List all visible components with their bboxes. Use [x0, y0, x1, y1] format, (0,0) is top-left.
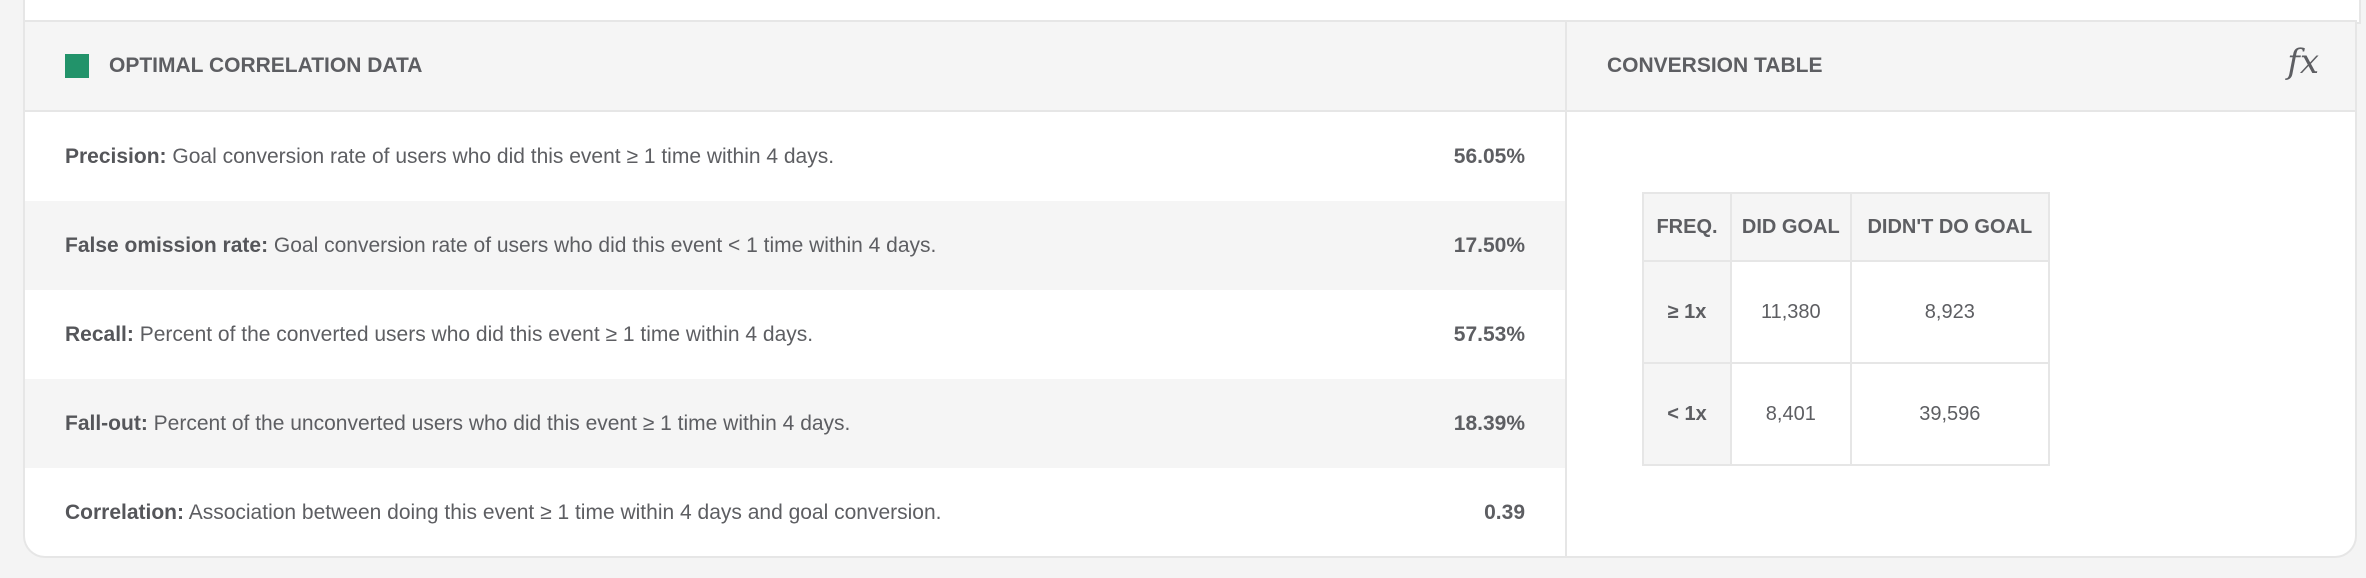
metric-row-recall: Recall: Percent of the converted users w… [25, 290, 1565, 379]
metric-description: Goal conversion rate of users who did th… [172, 144, 835, 168]
metric-row-precision: Precision: Goal conversion rate of users… [25, 112, 1565, 201]
column-header-freq: FREQ. [1642, 192, 1732, 262]
correlation-card: OPTIMAL CORRELATION DATA Precision: Goal… [23, 20, 2357, 558]
table-row: < 1x 8,401 39,596 [1642, 362, 2051, 466]
metric-value: 18.39% [1453, 411, 1525, 435]
freq-cell: < 1x [1642, 362, 1732, 466]
metric-description: Goal conversion rate of users who did th… [273, 233, 937, 257]
column-header-didnt-do-goal: DIDN'T DO GOAL [1849, 192, 2051, 262]
panel-title: CONVERSION TABLE [1607, 54, 1823, 77]
metrics-list: Precision: Goal conversion rate of users… [25, 112, 1565, 556]
metric-value: 0.39 [1484, 500, 1525, 524]
metric-row-false-omission-rate: False omission rate: Goal conversion rat… [25, 201, 1565, 290]
didnt-do-goal-cell: 8,923 [1849, 260, 2051, 364]
metric-description: Association between doing this event ≥ 1… [188, 500, 942, 524]
panel-header: CONVERSION TABLE fx [1567, 20, 2355, 112]
conversion-table-panel: CONVERSION TABLE fx FREQ. DID GOAL DIDN'… [1565, 20, 2355, 556]
metric-description: Percent of the converted users who did t… [139, 322, 814, 346]
panel-title: OPTIMAL CORRELATION DATA [109, 54, 423, 77]
metric-label: Precision: [65, 144, 167, 168]
formula-icon[interactable]: fx [2287, 42, 2319, 82]
optimal-correlation-panel: OPTIMAL CORRELATION DATA Precision: Goal… [25, 20, 1565, 556]
metric-value: 56.05% [1453, 144, 1525, 168]
panel-header: OPTIMAL CORRELATION DATA [25, 20, 1565, 112]
metric-value: 57.53% [1453, 322, 1525, 346]
legend-swatch [65, 54, 89, 78]
metric-description: Percent of the unconverted users who did… [153, 411, 851, 435]
did-goal-cell: 8,401 [1730, 362, 1852, 466]
freq-cell: ≥ 1x [1642, 260, 1732, 364]
metric-row-fall-out: Fall-out: Percent of the unconverted use… [25, 379, 1565, 468]
metric-label: False omission rate: [65, 233, 269, 257]
metric-value: 17.50% [1453, 233, 1525, 257]
conversion-table: FREQ. DID GOAL DIDN'T DO GOAL ≥ 1x 11,38… [1642, 192, 2051, 466]
metric-label: Correlation: [65, 500, 185, 524]
didnt-do-goal-cell: 39,596 [1849, 362, 2051, 466]
table-row: ≥ 1x 11,380 8,923 [1642, 260, 2051, 364]
column-header-did-goal: DID GOAL [1730, 192, 1852, 262]
metric-label: Fall-out: [65, 411, 148, 435]
metric-row-correlation: Correlation: Association between doing t… [25, 468, 1565, 556]
metric-label: Recall: [65, 322, 134, 346]
did-goal-cell: 11,380 [1730, 260, 1852, 364]
table-header-row: FREQ. DID GOAL DIDN'T DO GOAL [1642, 192, 2051, 262]
